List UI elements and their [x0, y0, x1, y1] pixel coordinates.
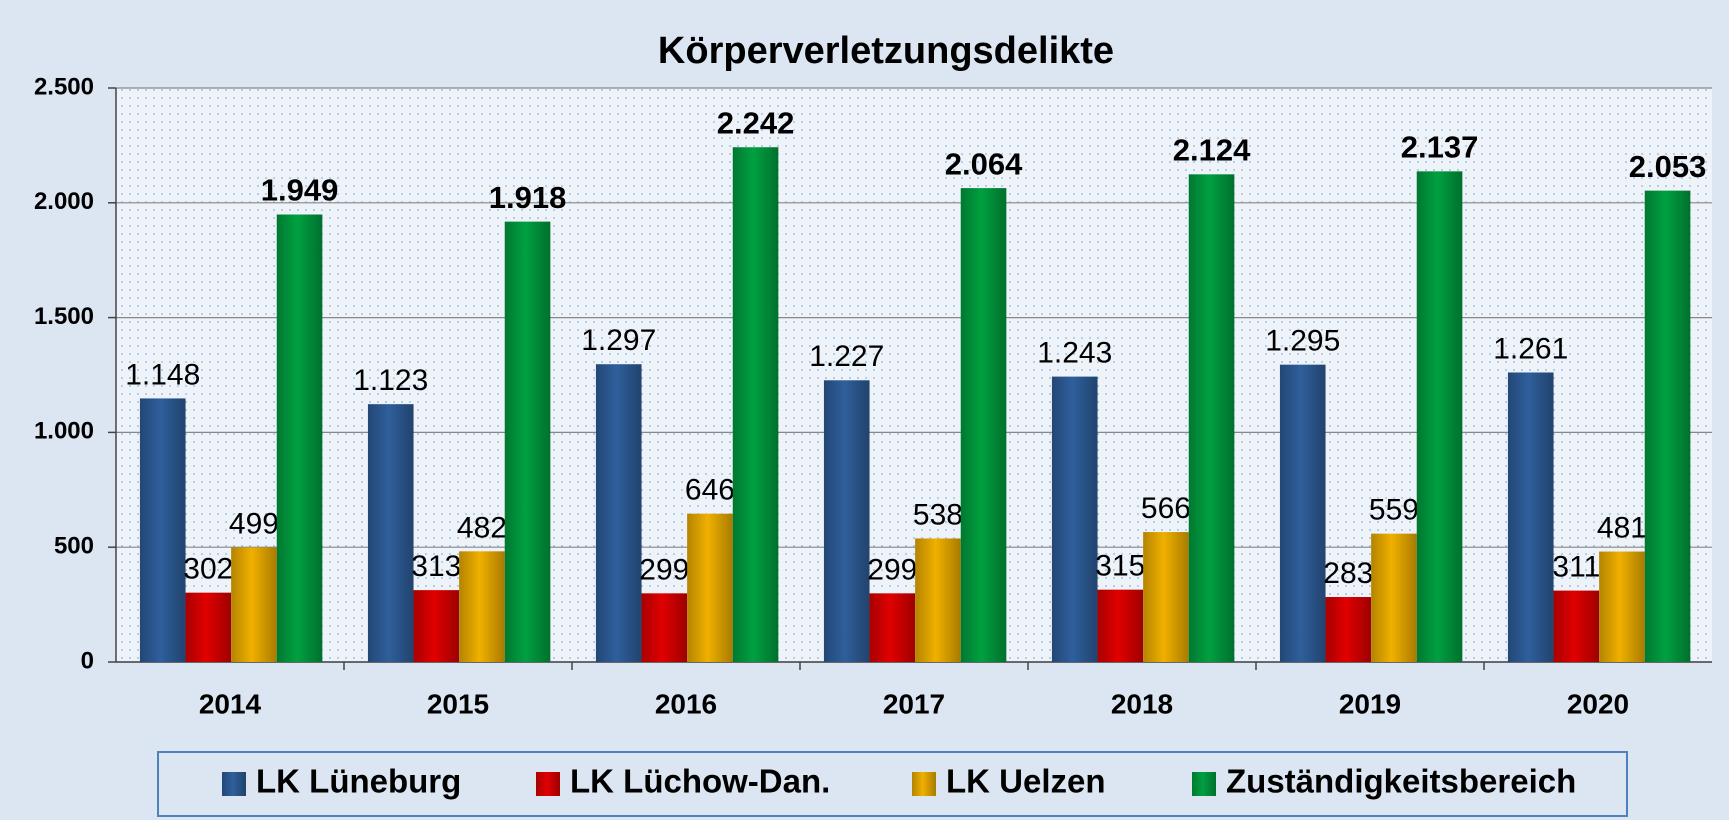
y-tick-label: 2.000: [34, 188, 94, 215]
bar: [367, 404, 414, 662]
bar: [139, 398, 186, 662]
legend: [157, 751, 1628, 817]
data-label: 2.124: [1173, 133, 1251, 168]
bar: [960, 188, 1007, 663]
data-label: 283: [1323, 557, 1373, 590]
data-label: 1.949: [261, 173, 339, 208]
data-label: 1.227: [809, 340, 884, 373]
bar: [185, 592, 232, 662]
legend-label: LK Lüneburg: [256, 763, 461, 800]
data-label: 311: [1552, 551, 1600, 584]
bar: [1097, 589, 1144, 662]
data-label: 302: [183, 553, 233, 586]
bar: [687, 513, 733, 662]
bar: [641, 593, 688, 662]
x-tick-label: 2015: [427, 688, 489, 719]
legend-swatch: [912, 772, 936, 796]
bar: [413, 590, 460, 662]
data-label: 2.064: [945, 146, 1023, 181]
legend-swatch: [536, 772, 560, 796]
x-tick-label: 2016: [655, 688, 717, 719]
bar: [1325, 597, 1372, 662]
bar: [869, 593, 916, 662]
bar: [504, 221, 551, 662]
bar: [595, 364, 642, 662]
data-label: 481: [1597, 511, 1647, 544]
bar: [1416, 171, 1463, 663]
data-label: 1.148: [125, 358, 200, 391]
data-label: 2.053: [1629, 149, 1707, 184]
chart-title: Körperverletzungsdelikte: [658, 30, 1114, 72]
x-tick-label: 2014: [199, 688, 262, 719]
bar: [276, 214, 323, 663]
x-tick-label: 2019: [1339, 688, 1401, 719]
data-label: 538: [913, 498, 963, 531]
data-label: 559: [1369, 494, 1419, 527]
y-tick-label: 2.500: [34, 73, 94, 100]
legend-label: Zuständigkeitsbereich: [1226, 763, 1576, 800]
bar: [1143, 532, 1189, 662]
y-tick-label: 500: [54, 533, 94, 560]
bar: [1599, 551, 1645, 662]
bar: [1644, 190, 1691, 662]
data-label: 1.243: [1037, 337, 1112, 370]
data-label: 482: [457, 511, 507, 544]
bar: [231, 547, 277, 662]
bar: [1188, 174, 1235, 663]
bar: [1507, 372, 1554, 662]
legend-label: LK Lüchow-Dan.: [570, 763, 830, 800]
x-tick-label: 2018: [1111, 688, 1173, 719]
bar: [1371, 533, 1417, 662]
y-tick-label: 1.000: [34, 418, 94, 445]
legend-label: LK Uelzen: [946, 763, 1106, 800]
bar: [732, 147, 779, 662]
data-label: 1.918: [489, 180, 567, 215]
data-label: 299: [639, 553, 689, 586]
data-label: 1.295: [1265, 325, 1340, 358]
data-label: 315: [1095, 550, 1145, 583]
y-tick-label: 0: [81, 647, 94, 674]
data-label: 2.242: [717, 105, 795, 140]
data-label: 566: [1141, 492, 1191, 525]
bar: [1051, 376, 1098, 662]
data-label: 1.261: [1493, 332, 1568, 365]
bar: [1553, 590, 1600, 662]
bar: [915, 538, 961, 662]
legend-swatch: [222, 772, 246, 796]
data-label: 313: [411, 550, 461, 583]
data-label: 1.297: [581, 324, 656, 357]
bar: [1279, 364, 1326, 662]
y-tick-label: 1.500: [34, 303, 94, 330]
data-label: 646: [685, 474, 735, 507]
data-label: 499: [229, 507, 279, 540]
bar: [823, 380, 870, 662]
data-label: 1.123: [353, 364, 428, 397]
data-label: 299: [867, 553, 917, 586]
legend-swatch: [1192, 772, 1216, 796]
x-tick-label: 2020: [1567, 688, 1629, 719]
x-tick-label: 2017: [883, 688, 945, 719]
bar: [459, 551, 505, 662]
data-label: 2.137: [1401, 130, 1479, 165]
